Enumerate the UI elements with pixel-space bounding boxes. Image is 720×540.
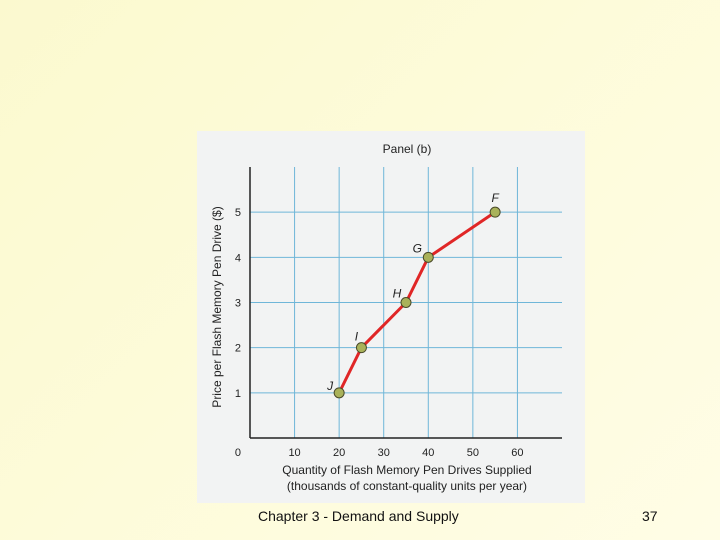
- x-axis-sublabel: (thousands of constant-quality units per…: [287, 479, 527, 493]
- origin-label: 0: [235, 447, 241, 459]
- point-label-G: G: [413, 241, 422, 255]
- x-tick-label-30: 30: [378, 447, 390, 459]
- x-tick-label-50: 50: [467, 447, 479, 459]
- point-I: [355, 342, 367, 354]
- slide-footer: Chapter 3 - Demand and Supply: [258, 508, 459, 524]
- x-axis-label: Quantity of Flash Memory Pen Drives Supp…: [282, 463, 531, 477]
- point-G: [422, 251, 434, 263]
- y-tick-label-5: 5: [235, 207, 241, 219]
- x-tick-label-20: 20: [333, 447, 345, 459]
- y-tick-label-1: 1: [235, 388, 241, 400]
- x-tick-label-10: 10: [288, 447, 300, 459]
- x-tick-label-60: 60: [511, 447, 523, 459]
- point-label-I: I: [355, 330, 359, 344]
- x-tick-label-40: 40: [422, 447, 434, 459]
- y-tick-label-2: 2: [235, 343, 241, 355]
- point-label-J: J: [326, 379, 334, 393]
- point-label-F: F: [491, 191, 499, 205]
- data-points: J I H G F: [326, 191, 501, 399]
- page-number: 37: [642, 508, 658, 524]
- y-axis-label: Price per Flash Memory Pen Drive ($): [210, 206, 224, 407]
- axes: [249, 167, 562, 439]
- y-tick-label-4: 4: [235, 252, 241, 264]
- point-J: [333, 387, 345, 399]
- point-F: [489, 206, 501, 218]
- point-label-H: H: [393, 287, 402, 301]
- y-tick-label-3: 3: [235, 298, 241, 310]
- point-H: [400, 297, 412, 308]
- chart-title: Panel (b): [383, 142, 432, 156]
